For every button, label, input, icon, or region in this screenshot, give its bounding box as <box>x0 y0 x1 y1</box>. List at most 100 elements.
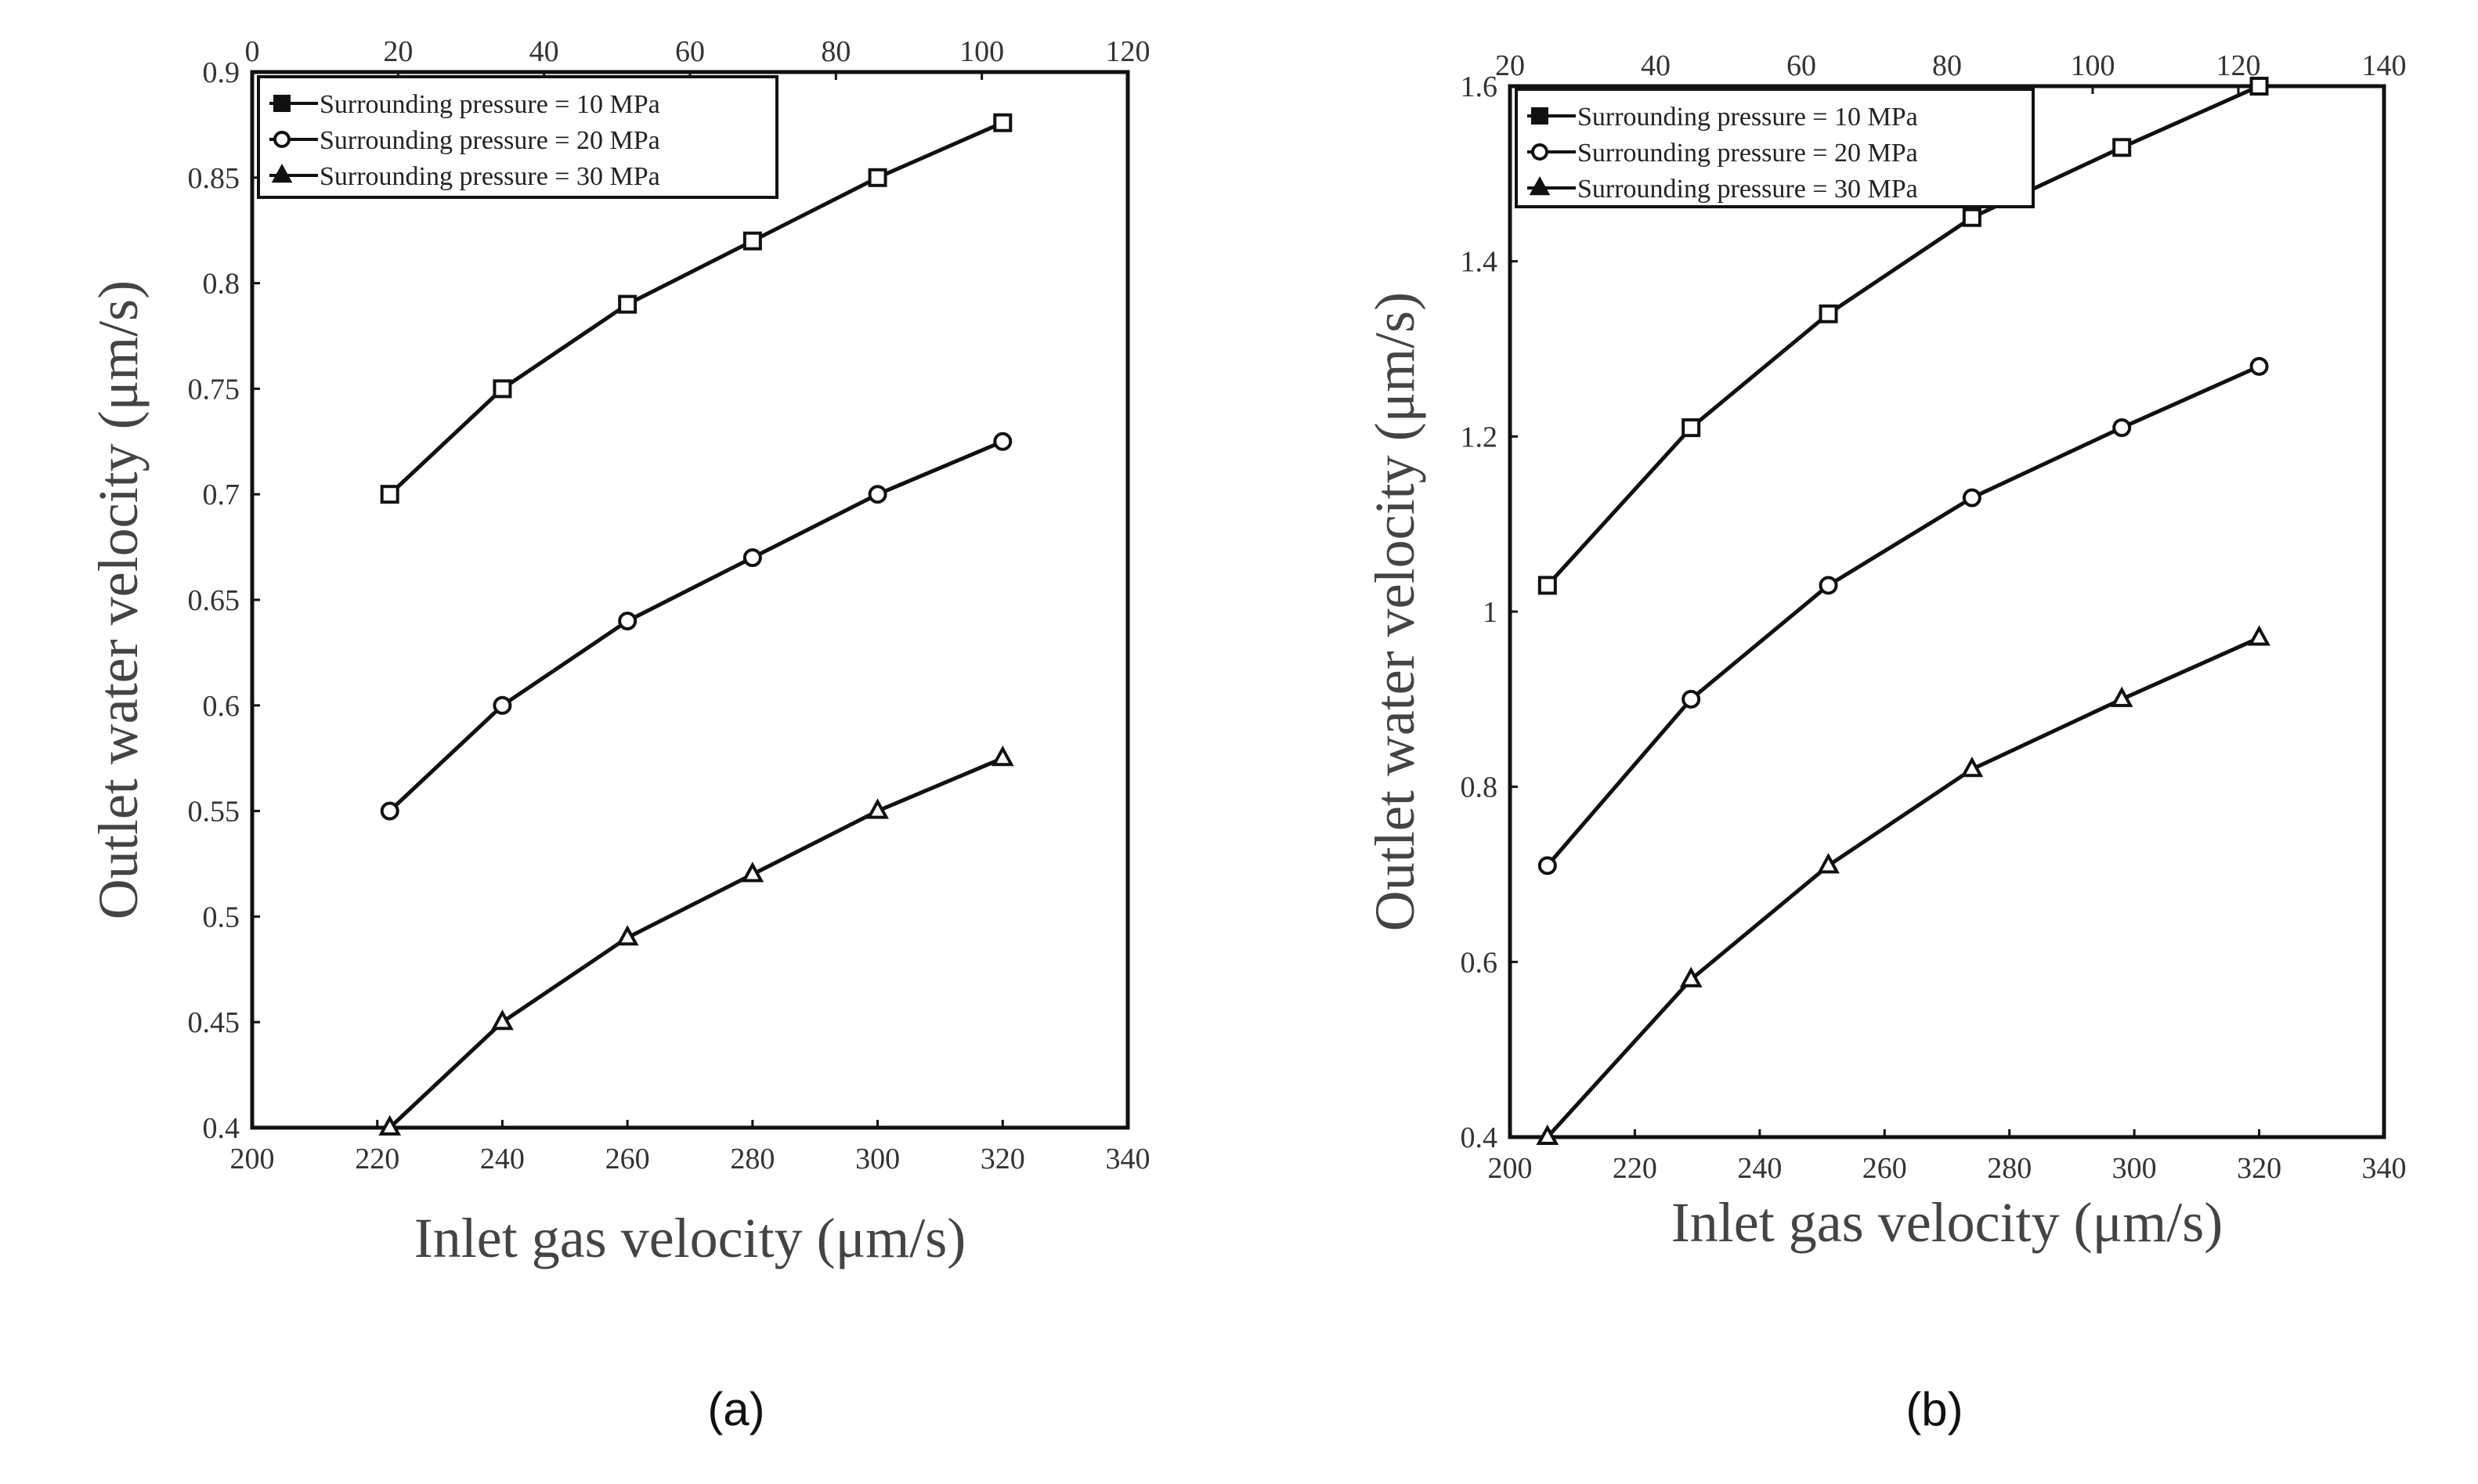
x-tick-label: 260 <box>1862 1152 1907 1185</box>
data-point-circle <box>1682 689 1701 709</box>
x-axis-title-a: Inlet gas velocity (μm/s) <box>414 1207 966 1269</box>
legend-marker-circle <box>273 131 291 148</box>
top-tick-label: 20 <box>383 35 413 68</box>
legend-label-2: Surrounding pressure = 20 MPa <box>320 126 660 155</box>
data-point-circle <box>2112 418 2132 438</box>
plot-frame-b <box>1508 84 2386 1139</box>
legend-label-3: Surrounding pressure = 30 MPa <box>1577 175 1918 204</box>
legend-marker-square <box>1531 107 1548 125</box>
x-tick-label: 300 <box>2112 1152 2157 1185</box>
legend-label-1: Surrounding pressure = 10 MPa <box>320 90 660 119</box>
y-tick-label: 0.65 <box>188 584 240 617</box>
top-tick-label: 40 <box>1641 49 1671 82</box>
data-point-triangle <box>2248 625 2270 646</box>
data-point-circle <box>2249 356 2269 376</box>
x-tick-label: 340 <box>1106 1143 1150 1175</box>
y-tick-label: 0.8 <box>1461 771 1498 804</box>
panel-label-b: (b) <box>1905 1383 1963 1435</box>
legend-label-1: Surrounding pressure = 10 MPa <box>1577 103 1918 132</box>
legend-marker-triangle <box>1529 176 1551 196</box>
y-tick-label: 0.6 <box>203 690 240 723</box>
top-tick-label: 80 <box>1932 49 1962 82</box>
data-point-circle <box>1962 488 1981 507</box>
x-tick-label: 220 <box>1613 1152 1657 1185</box>
data-point-triangle <box>378 1114 402 1136</box>
x-tick-label: 300 <box>855 1143 900 1175</box>
data-point-triangle <box>1536 1124 1559 1145</box>
x-tick-label: 280 <box>1987 1152 2032 1185</box>
data-point-circle <box>618 611 638 630</box>
legend-label-3: Surrounding pressure = 30 MPa <box>320 162 660 191</box>
y-axis-title-a: Outlet water velocity (μm/s) <box>87 280 150 919</box>
data-point-circle <box>868 485 887 504</box>
series-line-3 <box>1545 636 2260 1139</box>
x-tick-label: 260 <box>605 1143 650 1175</box>
data-point-circle <box>742 548 762 568</box>
panel-label-a: (a) <box>707 1383 764 1435</box>
series-line-2 <box>388 439 1004 813</box>
data-point-square <box>618 294 638 314</box>
plot-frame-a <box>250 70 1130 1130</box>
series-line-2 <box>1545 364 2260 867</box>
y-tick-label: 0.4 <box>1461 1121 1498 1154</box>
data-point-square <box>868 168 887 187</box>
data-point-square <box>1819 304 1838 323</box>
data-point-square <box>1682 418 1701 438</box>
y-tick-label: 1.2 <box>1461 421 1498 453</box>
y-tick-label: 0.6 <box>1461 946 1498 979</box>
data-point-circle <box>493 695 512 715</box>
y-tick-label: 1.6 <box>1461 70 1498 103</box>
series-line-1 <box>1545 84 2260 587</box>
data-point-circle <box>1537 856 1557 876</box>
x-tick-label: 240 <box>480 1143 525 1175</box>
y-tick-label: 0.9 <box>203 56 240 89</box>
y-tick-label: 0.75 <box>188 373 240 406</box>
top-tick-label: 60 <box>675 35 705 68</box>
data-point-triangle <box>1817 853 1840 874</box>
data-point-triangle <box>866 798 889 819</box>
legend-box-b <box>1515 88 2035 208</box>
top-tick-label: 0 <box>245 35 260 68</box>
top-tick-label: 60 <box>1786 49 1816 82</box>
y-tick-label: 1.4 <box>1461 246 1498 279</box>
data-point-circle <box>1819 576 1838 595</box>
data-point-square <box>993 113 1013 132</box>
legend-marker-triangle <box>271 164 293 183</box>
x-tick-label: 340 <box>2362 1152 2407 1185</box>
top-tick-label: 140 <box>2362 49 2407 82</box>
x-tick-label: 220 <box>355 1143 399 1175</box>
top-tick-label: 20 <box>1495 49 1525 82</box>
x-tick-label: 200 <box>1488 1152 1533 1185</box>
top-tick-label: 80 <box>821 35 851 68</box>
data-point-square <box>1962 208 1981 227</box>
legend-marker-circle <box>1531 143 1548 161</box>
chart-panel-b: 200 220 240 260 280 300 320 340 20 40 60 80 100 120 1… <box>1364 49 2407 1435</box>
y-tick-label: 0.5 <box>203 901 240 933</box>
data-point-triangle <box>741 861 764 883</box>
series-line-3 <box>388 756 1004 1129</box>
data-point-triangle <box>491 1009 514 1031</box>
x-tick-label: 320 <box>2237 1152 2281 1185</box>
data-point-triangle <box>1960 756 1984 778</box>
data-point-square <box>2249 77 2269 96</box>
top-tick-label: 120 <box>1106 35 1150 68</box>
data-point-square <box>493 379 512 399</box>
data-point-triangle <box>2110 686 2133 707</box>
data-point-triangle <box>616 925 639 946</box>
x-axis-title-b: Inlet gas velocity (μm/s) <box>1671 1191 2223 1254</box>
y-tick-label: 0.55 <box>188 796 240 829</box>
y-tick-label: 0.8 <box>203 268 240 301</box>
x-tick-label: 280 <box>730 1143 775 1175</box>
legend-label-2: Surrounding pressure = 20 MPa <box>1577 139 1918 168</box>
data-point-triangle <box>1679 966 1703 988</box>
data-point-square <box>380 485 399 504</box>
legend-marker-square <box>273 95 291 112</box>
y-tick-label: 0.4 <box>203 1112 240 1145</box>
y-tick-label: 0.7 <box>203 478 240 511</box>
data-point-circle <box>993 431 1013 451</box>
data-point-square <box>1537 576 1557 595</box>
data-point-circle <box>380 801 399 821</box>
y-tick-label: 1 <box>1483 596 1497 629</box>
data-point-triangle <box>991 746 1014 767</box>
